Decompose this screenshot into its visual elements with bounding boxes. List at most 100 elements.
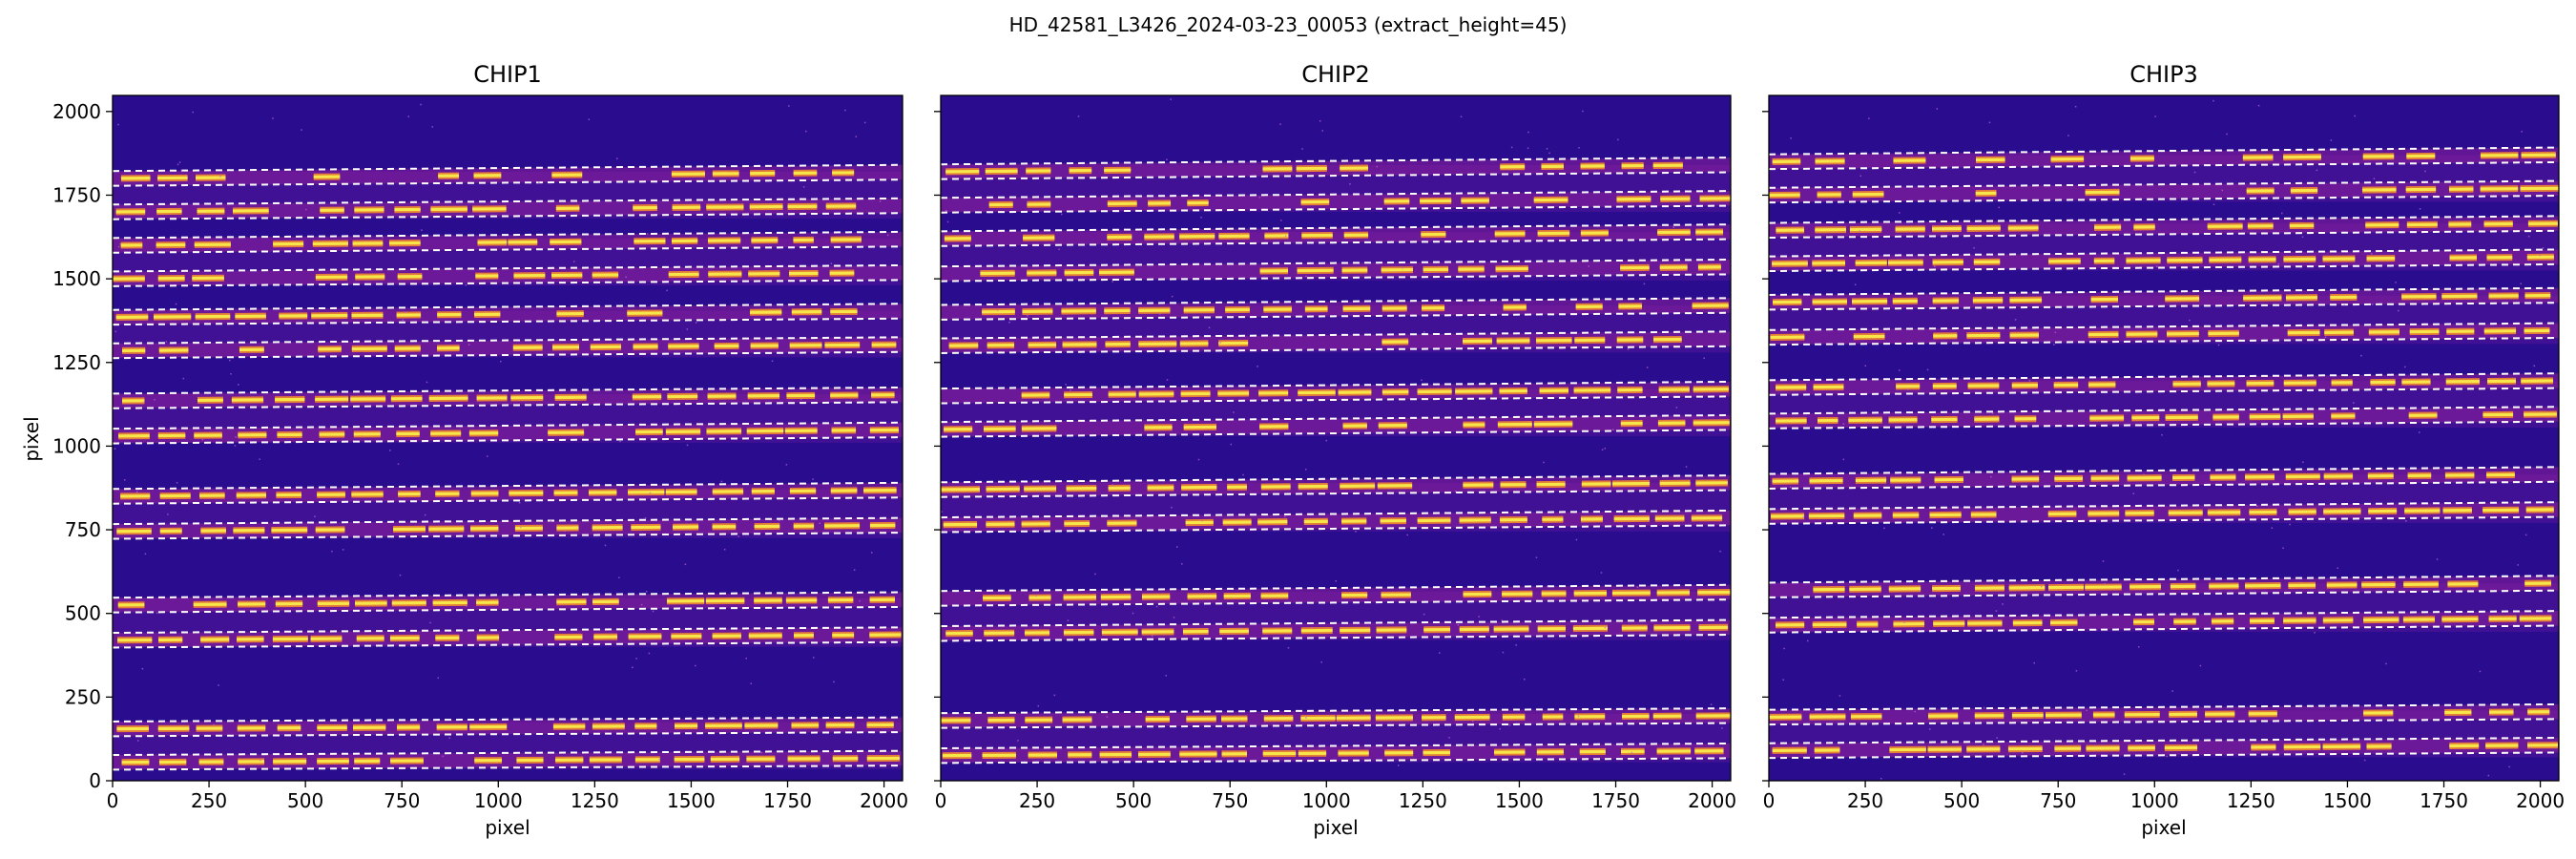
noise-pixel xyxy=(2529,746,2532,748)
noise-pixel xyxy=(2255,505,2258,507)
noise-pixel xyxy=(305,208,307,211)
noise-pixel xyxy=(2363,759,2366,762)
noise-pixel xyxy=(1017,740,1019,742)
extraction-boundary xyxy=(1769,146,2559,156)
noise-pixel xyxy=(1546,148,1548,150)
noise-pixel xyxy=(1359,228,1361,230)
extraction-boundary xyxy=(113,303,903,311)
noise-pixel xyxy=(1471,720,1474,723)
noise-pixel xyxy=(1304,469,1307,471)
noise-pixel xyxy=(859,599,861,602)
noise-pixel xyxy=(870,552,873,554)
noise-pixel xyxy=(1423,613,1425,616)
noise-pixel xyxy=(1866,421,1869,424)
noise-pixel xyxy=(1527,131,1529,134)
noise-pixel xyxy=(1508,724,1511,726)
noise-pixel xyxy=(1914,710,1917,713)
noise-pixel xyxy=(1864,365,1867,367)
y-tick-label: 1250 xyxy=(52,351,101,374)
noise-pixel xyxy=(2086,709,2088,712)
noise-pixel xyxy=(114,448,116,450)
noise-pixel xyxy=(156,612,158,614)
noise-pixel xyxy=(1983,744,1984,745)
noise-pixel xyxy=(1181,563,1183,565)
x-tick-label: 500 xyxy=(287,789,323,812)
x-tick-label: 750 xyxy=(1212,789,1248,812)
extraction-boundary xyxy=(113,481,903,491)
noise-pixel xyxy=(1284,235,1287,238)
noise-pixel xyxy=(1643,283,1646,285)
noise-pixel xyxy=(776,337,779,340)
extraction-boundary xyxy=(941,311,1731,321)
noise-pixel xyxy=(1200,217,1202,219)
x-tick-label: 1500 xyxy=(667,789,716,812)
extraction-boundary xyxy=(941,190,1731,199)
noise-pixel xyxy=(175,303,177,305)
extraction-boundary xyxy=(941,474,1731,484)
extraction-boundary xyxy=(1769,322,2559,331)
noise-pixel xyxy=(812,478,814,480)
noise-pixel xyxy=(1166,158,1168,161)
x-tick-label: 750 xyxy=(2040,789,2076,812)
noise-pixel xyxy=(1355,531,1357,533)
extraction-boundary xyxy=(1769,406,2559,415)
chip3-image xyxy=(1769,95,2559,781)
extraction-boundary xyxy=(1769,610,2559,619)
extraction-boundary xyxy=(113,317,903,326)
noise-pixel xyxy=(1990,475,1992,478)
noise-pixel xyxy=(2177,569,2179,572)
noise-pixel xyxy=(1973,246,1975,249)
noise-pixel xyxy=(457,306,459,309)
noise-pixel xyxy=(442,755,444,758)
noise-pixel xyxy=(2138,646,2140,648)
noise-pixel xyxy=(1287,647,1290,649)
noise-pixel xyxy=(1027,314,1028,317)
noise-pixel xyxy=(1325,439,1328,442)
noise-pixel xyxy=(219,176,221,178)
noise-pixel xyxy=(180,169,183,172)
axes-frame xyxy=(1768,94,2560,782)
noise-pixel xyxy=(2302,461,2304,463)
noise-pixel xyxy=(1502,651,1505,654)
noise-pixel xyxy=(886,234,889,237)
chip1-ylabel: pixel xyxy=(20,416,43,461)
noise-pixel xyxy=(1448,737,1450,739)
noise-pixel xyxy=(2155,265,2158,268)
noise-pixel xyxy=(1499,727,1501,730)
noise-pixel xyxy=(1376,165,1379,168)
noise-pixel xyxy=(684,563,687,566)
noise-pixel xyxy=(407,115,410,117)
noise-pixel xyxy=(1842,458,1845,461)
noise-pixel xyxy=(1478,616,1480,618)
noise-pixel xyxy=(618,576,620,578)
noise-pixel xyxy=(1783,647,1785,650)
noise-pixel xyxy=(945,210,947,212)
noise-pixel xyxy=(2002,603,2004,605)
noise-pixel xyxy=(1406,534,1408,536)
noise-pixel xyxy=(1258,196,1261,199)
figure-suptitle: HD_42581_L3426_2024-03-23_00053 (extract… xyxy=(1009,13,1568,36)
extraction-boundary xyxy=(113,178,903,187)
extraction-boundary xyxy=(1769,337,2559,346)
noise-pixel xyxy=(2404,366,2406,368)
noise-pixel xyxy=(1588,265,1589,267)
noise-pixel xyxy=(2282,547,2284,549)
noise-pixel xyxy=(1842,423,1845,425)
noise-pixel xyxy=(644,517,647,519)
noise-pixel xyxy=(686,444,689,447)
noise-pixel xyxy=(1155,605,1158,608)
x-tick-label: 1000 xyxy=(1302,789,1351,812)
noise-pixel xyxy=(143,401,145,403)
extraction-boundary xyxy=(1769,372,2559,382)
extraction-boundary xyxy=(941,509,1731,519)
noise-pixel xyxy=(2271,527,2274,529)
extraction-boundary xyxy=(113,496,903,505)
x-tick-label: 0 xyxy=(1763,789,1776,812)
noise-pixel xyxy=(2334,389,2336,392)
x-tick-label: 1750 xyxy=(763,789,812,812)
chip3-panel: CHIP3 0 250 500 750 1000 1250 1500 1750 2000 pix… xyxy=(1762,61,2565,839)
noise-pixel xyxy=(1219,342,1222,344)
noise-pixel xyxy=(564,530,566,532)
y-tick-label: 1000 xyxy=(52,434,101,457)
chip1-xlabel: pixel xyxy=(485,816,530,839)
